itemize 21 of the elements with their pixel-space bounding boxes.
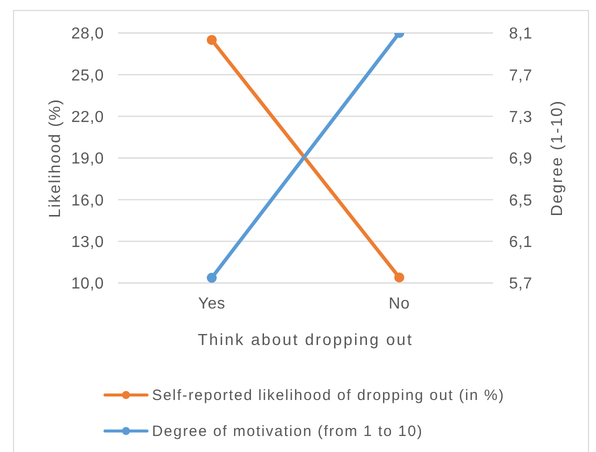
x-tick-label: Yes xyxy=(198,295,226,312)
y-tick-label: 28,0 xyxy=(71,26,104,43)
y-tick-label: 10,0 xyxy=(71,276,104,293)
y2-tick-label: 7,7 xyxy=(509,67,532,84)
y2-axis-title: Degree (1-10) xyxy=(548,100,566,216)
y-tick-label: 25,0 xyxy=(71,67,104,84)
x-tick-label: No xyxy=(388,295,410,312)
legend-label: Self-reported likelihood of dropping out (in %) xyxy=(152,386,505,404)
y2-tick-label: 5,7 xyxy=(509,276,532,293)
y2-tick-label: 7,3 xyxy=(509,109,532,126)
y2-tick-label: 6,1 xyxy=(509,234,532,252)
y-tick-label: 13,0 xyxy=(71,234,104,252)
y-tick-label: 19,0 xyxy=(71,150,104,168)
y-tick-label: 22,0 xyxy=(71,109,104,126)
legend-label: Degree of motivation (from 1 to 10) xyxy=(152,422,424,440)
y-tick-label: 16,0 xyxy=(71,192,104,210)
x-axis-title: Think about dropping out xyxy=(198,332,414,348)
y-axis-title: Likelihood (%) xyxy=(46,98,64,218)
y2-tick-label: 6,5 xyxy=(509,192,532,210)
y2-tick-label: 8,1 xyxy=(509,26,532,43)
y2-tick-label: 6,9 xyxy=(509,150,532,168)
